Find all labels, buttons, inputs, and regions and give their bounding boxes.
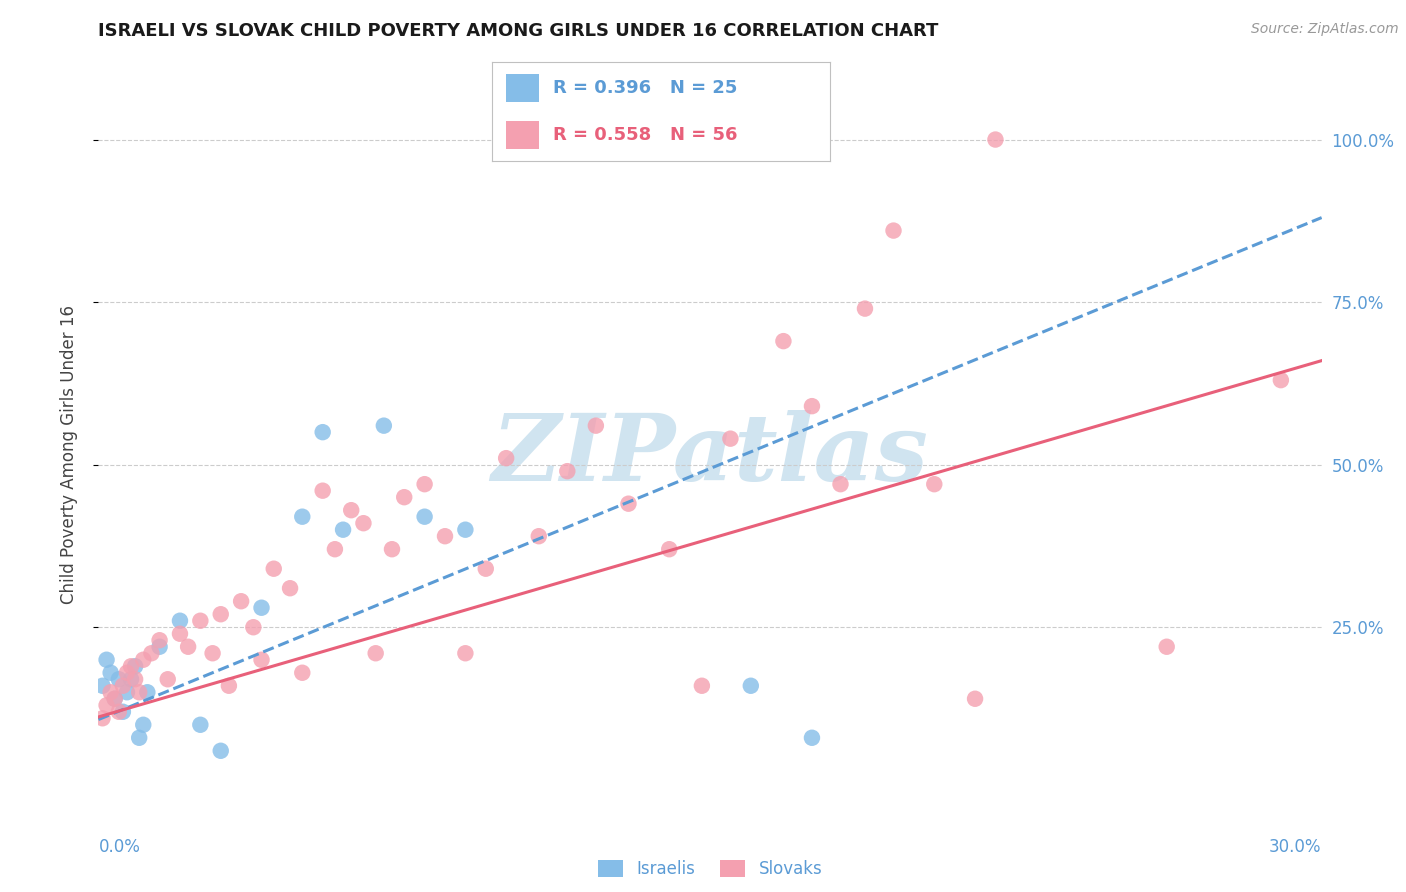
Point (108, 672, 131, 686)
Point (720, 432, 742, 446)
Text: Source: ZipAtlas.com: Source: ZipAtlas.com (1251, 22, 1399, 37)
Point (965, 691, 987, 706)
Point (801, 399, 824, 413)
Point (291, 665, 314, 680)
Point (100, 665, 122, 680)
Point (231, 594, 253, 608)
Text: 0.0%: 0.0% (98, 838, 141, 856)
Point (263, 562, 285, 576)
Point (115, 685, 138, 699)
Text: R = 0.558   N = 56: R = 0.558 N = 56 (553, 126, 737, 144)
Point (100, 685, 122, 699)
Point (557, 464, 579, 478)
Point (312, 483, 335, 498)
Point (250, 600, 273, 615)
Point (332, 523, 354, 537)
Point (454, 646, 477, 660)
Point (108, 705, 131, 719)
Bar (506, 74, 540, 102)
Text: 30.0%: 30.0% (1270, 838, 1322, 856)
Point (772, 334, 794, 348)
Point (392, 490, 416, 504)
Point (136, 685, 159, 699)
Point (1156, 640, 1178, 654)
Point (91, 679, 114, 693)
Point (527, 529, 550, 543)
Point (169, 626, 191, 640)
Point (169, 614, 191, 628)
Point (201, 646, 224, 660)
Point (495, 451, 517, 466)
Point (748, 132, 770, 146)
Point (381, 542, 404, 557)
Point (801, 731, 824, 745)
Point (454, 523, 477, 537)
Point (250, 653, 273, 667)
Point (104, 691, 127, 706)
Legend: Israelis, Slovaks: Israelis, Slovaks (591, 854, 830, 885)
Point (124, 672, 146, 686)
Point (413, 477, 436, 491)
Point (658, 542, 681, 557)
Point (278, 581, 301, 595)
Point (740, 679, 762, 693)
Point (188, 718, 212, 732)
Point (364, 646, 387, 660)
Bar (506, 121, 540, 149)
Point (141, 646, 163, 660)
Point (156, 672, 179, 686)
Point (1270, 373, 1292, 387)
Point (922, 477, 945, 491)
Point (115, 665, 138, 680)
Point (111, 679, 134, 693)
Point (340, 503, 363, 517)
Point (218, 679, 240, 693)
Point (209, 607, 232, 622)
Point (617, 497, 640, 511)
Point (128, 731, 150, 745)
Point (373, 418, 395, 433)
Point (209, 744, 232, 758)
Point (120, 672, 142, 686)
Point (91, 711, 114, 725)
Point (177, 640, 200, 654)
Point (853, 301, 876, 316)
Point (96, 653, 118, 667)
Point (984, 132, 1007, 146)
Text: ZIPatlas: ZIPatlas (492, 410, 928, 500)
Point (413, 509, 436, 524)
Point (111, 705, 134, 719)
Text: ISRAELI VS SLOVAK CHILD POVERTY AMONG GIRLS UNDER 16 CORRELATION CHART: ISRAELI VS SLOVAK CHILD POVERTY AMONG GI… (98, 22, 939, 40)
Point (830, 477, 852, 491)
Point (690, 679, 713, 693)
Point (124, 659, 146, 673)
Y-axis label: Child Poverty Among Girls Under 16: Child Poverty Among Girls Under 16 (59, 305, 77, 605)
Point (96, 698, 118, 713)
Point (242, 620, 264, 634)
Point (323, 542, 346, 557)
Point (352, 516, 374, 531)
Point (434, 529, 457, 543)
Point (104, 691, 127, 706)
Point (128, 685, 150, 699)
Point (120, 659, 142, 673)
Point (149, 633, 172, 648)
Point (474, 562, 498, 576)
Point (132, 653, 155, 667)
Point (312, 425, 335, 439)
Point (132, 718, 155, 732)
Point (149, 640, 172, 654)
Point (188, 614, 212, 628)
Point (291, 509, 314, 524)
Point (883, 224, 905, 238)
Text: R = 0.396   N = 25: R = 0.396 N = 25 (553, 79, 737, 97)
Point (585, 418, 607, 433)
